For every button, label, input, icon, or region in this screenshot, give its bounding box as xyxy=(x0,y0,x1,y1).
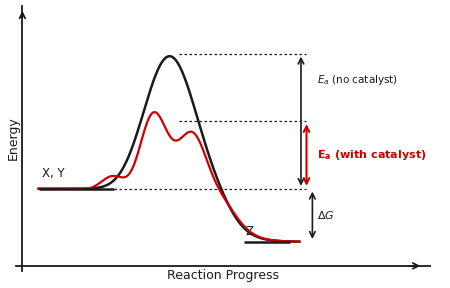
Text: $E_a$ (no catalyst): $E_a$ (no catalyst) xyxy=(317,73,398,87)
X-axis label: Reaction Progress: Reaction Progress xyxy=(167,269,279,282)
Text: X, Y: X, Y xyxy=(42,167,64,180)
Y-axis label: Energy: Energy xyxy=(7,116,20,160)
Text: $\Delta G$: $\Delta G$ xyxy=(317,209,335,221)
Text: Z: Z xyxy=(246,225,254,238)
Text: $\mathbf{E_a}$ (with catalyst): $\mathbf{E_a}$ (with catalyst) xyxy=(317,148,427,162)
